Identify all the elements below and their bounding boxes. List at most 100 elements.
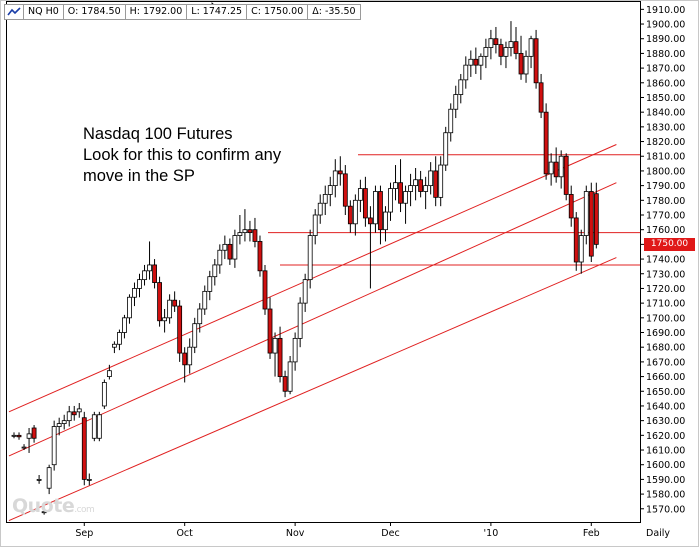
y-tick-label: 1720.00: [646, 284, 685, 295]
y-tick-label: 1610.00: [646, 446, 685, 457]
candle-body: [413, 179, 419, 187]
candle-body: [357, 188, 363, 201]
candle-body: [187, 346, 193, 366]
candle-body: [398, 182, 403, 204]
candle-body: [86, 479, 92, 481]
chart-annotation: Nasdaq 100 Futures Look for this to conf…: [83, 125, 282, 185]
candle-body: [162, 317, 168, 322]
candle-body: [388, 188, 393, 213]
candle-body: [297, 302, 303, 339]
plot-frame: [6, 1, 641, 523]
candle-body: [227, 243, 233, 260]
quote-watermark-logo: Quote.com: [12, 495, 95, 517]
candle-body: [61, 420, 67, 424]
candle-body: [232, 235, 238, 260]
y-axis: 1570.00 1580.00 1590.00 1600.00 1610.00 1620.…: [640, 5, 685, 515]
candle-body: [217, 249, 223, 266]
y-tick-label: 1620.00: [646, 431, 685, 442]
y-tick-label: 1790.00: [646, 181, 685, 192]
candle-body: [508, 41, 514, 48]
candle-body: [578, 235, 584, 263]
candle-body: [152, 264, 157, 283]
candle-body: [493, 38, 499, 45]
candle-body: [182, 352, 188, 366]
y-tick-label: 1670.00: [646, 357, 685, 368]
candle-body: [247, 229, 253, 234]
y-tick-label: 1880.00: [646, 49, 685, 60]
candle-body: [568, 194, 574, 219]
y-tick-label: 1850.00: [646, 93, 685, 104]
candle-body: [332, 170, 338, 187]
trend-line-1: [8, 144, 617, 413]
x-tick-label: Oct: [176, 528, 193, 539]
candle-body: [252, 229, 258, 242]
y-tick-label: 1770.00: [646, 210, 685, 221]
candle-body: [41, 511, 47, 514]
y-tick-label: 1630.00: [646, 416, 685, 427]
y-tick-label: 1820.00: [646, 137, 685, 148]
candle-body: [448, 108, 454, 134]
x-tick-label: Sep: [75, 528, 93, 539]
candle-body: [403, 191, 408, 204]
candle-body: [347, 205, 353, 225]
candle-body: [312, 214, 318, 236]
y-tick-label: 1650.00: [646, 387, 685, 398]
candle-body: [46, 467, 52, 489]
candle-body: [237, 232, 243, 236]
candle-body: [513, 41, 519, 54]
candle-body: [167, 299, 173, 319]
candle-body: [202, 290, 208, 310]
candle-body: [147, 264, 152, 272]
candle-body: [91, 414, 97, 439]
y-tick-label: 1660.00: [646, 372, 685, 383]
y-tick-label: 1700.00: [646, 313, 685, 324]
candle-body: [428, 170, 434, 187]
candle-body: [473, 58, 479, 66]
candle-body: [373, 191, 378, 225]
chart-type-icon[interactable]: [4, 4, 24, 20]
candle-body: [122, 317, 127, 333]
y-tick-label: 1680.00: [646, 343, 685, 354]
x-tick-label: Nov: [286, 528, 305, 539]
low-value: L: 1747.25: [186, 4, 248, 20]
close-value: C: 1750.00: [246, 4, 309, 20]
symbol-label: NQ H0: [23, 4, 64, 20]
x-axis: Sep Oct Nov Dec '10 Feb Daily: [75, 522, 670, 539]
y-tick-label: 1730.00: [646, 269, 685, 280]
candle-body: [106, 370, 112, 377]
x-tick-label: '10: [484, 528, 499, 539]
candle-body: [558, 155, 564, 178]
candle-body: [262, 270, 268, 310]
candle-body: [468, 58, 474, 66]
candle-body: [282, 376, 288, 392]
x-tick-label: Feb: [583, 528, 600, 539]
trend-line-3: [8, 257, 617, 521]
candle-body: [192, 323, 198, 348]
y-tick-label: 1900.00: [646, 20, 685, 31]
y-tick-label: 1890.00: [646, 34, 685, 45]
candle-body: [588, 191, 594, 257]
candle-body: [81, 417, 87, 480]
candle-body: [342, 173, 348, 207]
candle-body: [212, 264, 218, 278]
candle-body: [483, 47, 489, 57]
candle-body: [383, 211, 388, 231]
candle-body: [56, 423, 62, 427]
high-value: H: 1792.00: [124, 4, 188, 20]
x-axis-label: Daily: [646, 528, 670, 539]
y-tick-label: 1840.00: [646, 108, 685, 119]
y-tick-label: 1640.00: [646, 401, 685, 412]
candle-body: [337, 170, 343, 175]
y-tick-label: 1710.00: [646, 299, 685, 310]
candle-body: [26, 433, 32, 439]
candle-body: [548, 161, 554, 175]
candle-body: [207, 276, 213, 292]
watermark-brand: Quote: [12, 495, 75, 517]
y-tick-label: 1590.00: [646, 475, 685, 486]
candle-body: [112, 343, 117, 348]
ohlc-info-bar: NQ H0 O: 1784.50 H: 1792.00 L: 1747.25 C…: [4, 4, 361, 20]
change-value: Δ: -35.50: [307, 4, 361, 20]
candle-body: [362, 188, 368, 219]
candle-body: [443, 132, 449, 166]
